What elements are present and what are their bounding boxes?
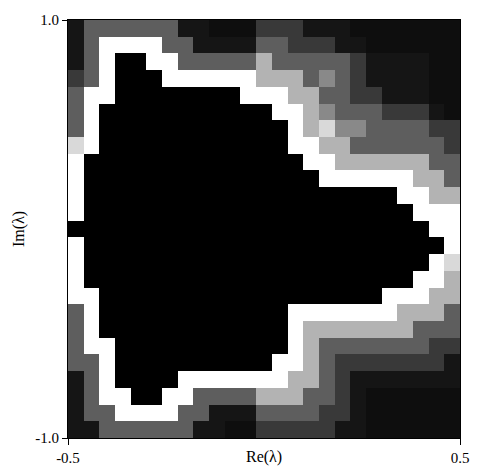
svg-text:Re(λ): Re(λ) (246, 448, 282, 466)
svg-text:Im(λ): Im(λ) (10, 211, 28, 247)
svg-text:-1.0: -1.0 (35, 430, 59, 446)
svg-text:-0.5: -0.5 (56, 450, 80, 466)
svg-text:1.0: 1.0 (40, 12, 59, 28)
svg-text:0.5: 0.5 (451, 450, 470, 466)
